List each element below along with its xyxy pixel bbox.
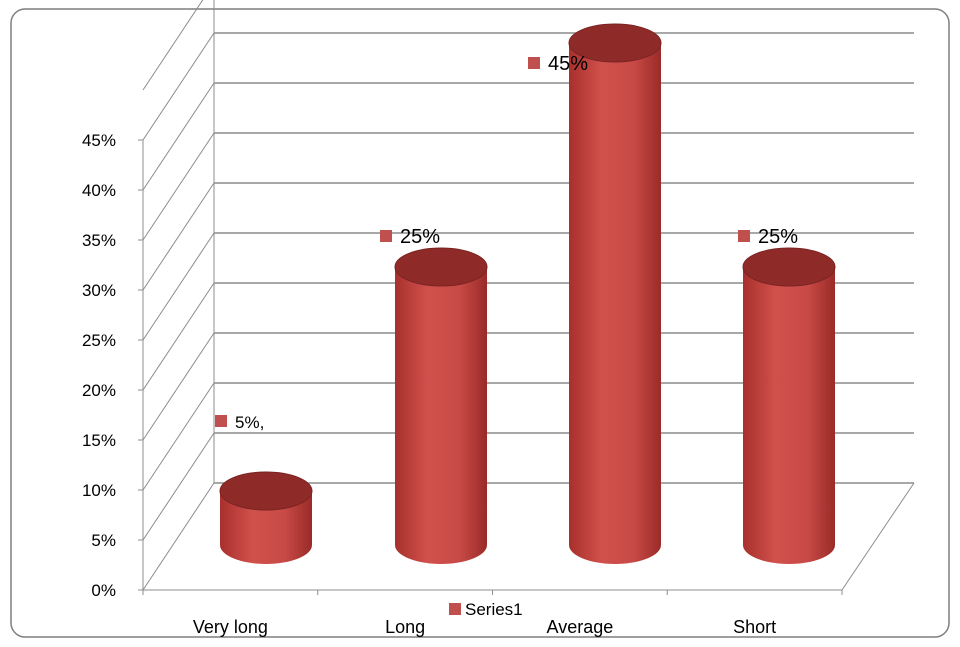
bar <box>568 23 662 564</box>
y-tick-label: 45% <box>82 131 116 150</box>
bar-body <box>743 267 835 564</box>
data-label: 45% <box>548 53 588 75</box>
y-tick-label: 0% <box>91 581 116 600</box>
gridline-diagonal <box>142 482 215 591</box>
gridline-diagonal <box>142 282 215 391</box>
gridline-diagonal <box>142 132 215 241</box>
legend-key <box>449 603 461 615</box>
bar-top <box>742 247 836 287</box>
bar-body <box>395 267 487 564</box>
data-label-key <box>738 230 750 242</box>
data-label-key <box>380 230 392 242</box>
y-tick-label: 5% <box>91 531 116 550</box>
gridline-diagonal <box>142 32 215 141</box>
y-tick-label: 10% <box>82 481 116 500</box>
bar <box>742 247 836 564</box>
y-tick-label: 15% <box>82 431 116 450</box>
data-label-key <box>215 415 227 427</box>
gridline-diagonal <box>142 332 215 441</box>
x-tick-label: Long <box>385 617 425 637</box>
bar-top <box>568 23 662 63</box>
y-tick-label: 25% <box>82 331 116 350</box>
x-tick-label: Average <box>547 617 614 637</box>
gridline-diagonal <box>142 382 215 491</box>
bar-top <box>219 471 313 511</box>
data-label: 25% <box>400 226 440 248</box>
bar-body <box>220 491 312 564</box>
legend-label: Series1 <box>465 600 523 619</box>
x-tick-label: Short <box>733 617 776 637</box>
gridline-diagonal <box>142 432 215 541</box>
y-tick-label: 35% <box>82 231 116 250</box>
data-label: 25% <box>758 226 798 248</box>
y-tick-label: 40% <box>82 181 116 200</box>
bar <box>219 471 313 564</box>
gridline-diagonal <box>142 182 215 291</box>
gridline-diagonal <box>142 232 215 341</box>
x-tick-label: Very long <box>193 617 268 637</box>
y-tick-label: 30% <box>82 281 116 300</box>
bar-top <box>394 247 488 287</box>
y-tick-label: 20% <box>82 381 116 400</box>
gridline-diagonal <box>142 0 204 91</box>
data-label-key <box>528 57 540 69</box>
gridline-diagonal <box>142 82 215 191</box>
bar <box>394 247 488 564</box>
data-label: 5%, <box>235 413 264 432</box>
floor-right-edge <box>841 482 915 591</box>
bar-body <box>569 43 661 564</box>
